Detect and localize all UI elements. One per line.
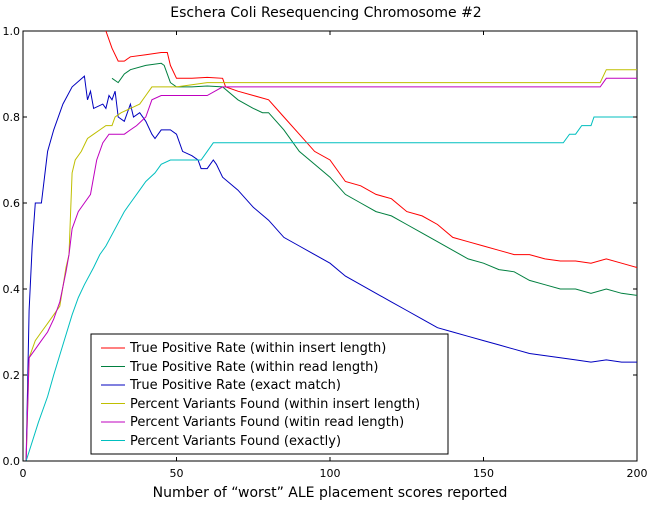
x-tick-label-0: 0 xyxy=(20,467,27,480)
legend-box xyxy=(90,333,449,455)
x-tick-labels: 0 50 100 150 200 xyxy=(20,467,648,480)
series-line-0 xyxy=(105,31,637,268)
y-tick-label-2: 0.4 xyxy=(3,283,21,296)
legend-label-2: True Positive Rate (exact match) xyxy=(129,378,341,393)
x-tick-label-200: 200 xyxy=(627,467,648,480)
axis-ticks xyxy=(22,30,638,462)
series-line-3 xyxy=(25,69,637,461)
x-tick-label-100: 100 xyxy=(320,467,341,480)
y-tick-label-0: 0.0 xyxy=(3,455,21,468)
x-tick-label-50: 50 xyxy=(170,467,184,480)
x-tick-label-150: 150 xyxy=(473,467,494,480)
legend: True Positive Rate (within insert length… xyxy=(90,333,449,455)
y-tick-label-5: 1.0 xyxy=(3,25,21,38)
legend-label-5: Percent Variants Found (exactly) xyxy=(130,434,341,449)
y-tick-label-1: 0.2 xyxy=(3,369,21,382)
legend-label-4: Percent Variants Found (witin read lengt… xyxy=(130,415,404,430)
x-axis-label: Number of “worst” ALE placement scores r… xyxy=(153,485,508,501)
y-tick-label-3: 0.6 xyxy=(3,197,21,210)
series-line-5 xyxy=(25,116,637,461)
series-lines xyxy=(25,31,637,461)
y-tick-labels: 0.0 0.2 0.4 0.6 0.8 1.0 xyxy=(3,25,21,468)
series-line-4 xyxy=(25,77,637,461)
chart-title: Eschera Coli Resequencing Chromosome #2 xyxy=(170,5,481,21)
legend-label-0: True Positive Rate (within insert length… xyxy=(129,341,386,356)
legend-label-1: True Positive Rate (within read length) xyxy=(129,360,379,375)
series-line-1 xyxy=(111,62,637,296)
legend-label-3: Percent Variants Found (within insert le… xyxy=(130,397,420,412)
y-tick-label-4: 0.8 xyxy=(3,111,21,124)
